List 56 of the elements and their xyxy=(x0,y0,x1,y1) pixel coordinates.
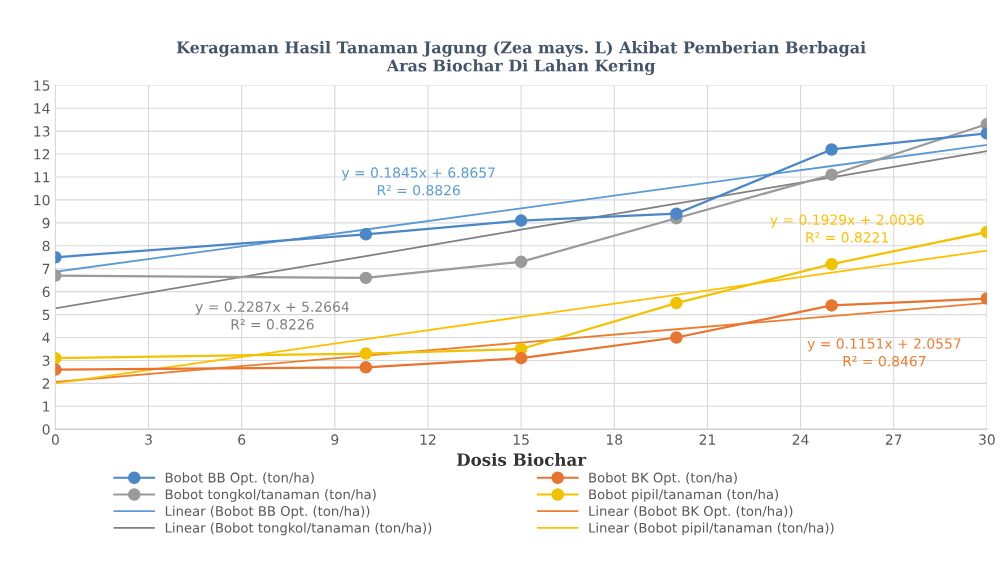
point xyxy=(825,299,838,312)
x-tick-label: 15 xyxy=(513,434,529,445)
point xyxy=(825,168,838,181)
annotation: y = 0.2287x + 5.2664 R² = 0.8226 xyxy=(195,301,349,330)
point xyxy=(670,331,683,344)
annotation: y = 0.1929x + 2.0036 R² = 0.8221 xyxy=(770,214,924,243)
point xyxy=(670,207,683,220)
y-tick-label: 7 xyxy=(42,263,50,274)
legend-label: Bobot BB Opt. (ton/ha) xyxy=(165,472,314,486)
y-tick-label: 15 xyxy=(34,80,50,91)
y-tick-label: 11 xyxy=(34,172,50,183)
x-tick-label: 12 xyxy=(420,434,436,445)
y-tick-label: 1 xyxy=(43,401,50,412)
y-tick-label: 0 xyxy=(42,424,50,435)
chart-title: Keragaman Hasil Tanaman Jagung (Zea mays. L) Akibat Pemberian Berbagai Aras Biochar Di Lahan Kering xyxy=(176,41,866,75)
x-tick-label: 30 xyxy=(979,434,995,445)
annotation: y = 0.1845x + 6.8657 R² = 0.8826 xyxy=(341,167,495,196)
point xyxy=(359,347,373,360)
x-tick-label: 21 xyxy=(699,434,715,445)
legend-label: Linear (Bobot tongkol/tanaman (ton/ha)) xyxy=(165,522,432,536)
legend-label: Linear (Bobot BB Opt. (ton/ha)) xyxy=(165,505,370,519)
legend-label: Linear (Bobot BK Opt. (ton/ha)) xyxy=(589,505,793,519)
y-tick-label: 8 xyxy=(42,240,50,252)
legend-label: Bobot BK Opt. (ton/ha) xyxy=(589,472,737,486)
point xyxy=(825,143,838,156)
x-tick-label: 0 xyxy=(51,434,59,445)
point xyxy=(359,361,373,374)
annotation: y = 0.1151x + 2.0557 R² = 0.8467 xyxy=(807,338,961,367)
x-tick-label: 24 xyxy=(792,434,809,445)
line-series xyxy=(55,249,987,385)
legend-label: Linear (Bobot pipil/tanaman (ton/ha)) xyxy=(589,522,834,536)
y-tick-label: 2 xyxy=(42,378,50,389)
y-tick-label: 4 xyxy=(42,332,50,343)
legend-label: Bobot tongkol/tanaman (ton/ha) xyxy=(165,489,376,502)
y-tick-label: 3 xyxy=(42,355,50,366)
y-tick-label: 5 xyxy=(42,309,50,321)
x-tick-label: 9 xyxy=(331,434,339,445)
x-tick-label: 18 xyxy=(606,434,623,445)
point xyxy=(514,214,528,227)
y-tick-label: 12 xyxy=(34,149,50,160)
point xyxy=(825,257,838,271)
point xyxy=(359,271,373,285)
point xyxy=(359,228,373,241)
x-tick-label: 27 xyxy=(885,434,902,445)
point xyxy=(514,255,528,269)
legend-label: Bobot pipil/tanaman (ton/ha) xyxy=(589,489,779,502)
point xyxy=(670,296,683,310)
x-tick-label: 3 xyxy=(145,434,152,445)
x-axis-title: Dosis Biochar xyxy=(456,453,587,466)
point xyxy=(514,351,528,365)
x-tick-label: 6 xyxy=(238,434,246,445)
y-tick-label: 6 xyxy=(42,286,50,298)
y-tick-label: 13 xyxy=(34,126,50,137)
y-tick-label: 9 xyxy=(42,217,50,229)
y-tick-label: 14 xyxy=(34,103,50,114)
y-tick-label: 10 xyxy=(34,194,50,206)
